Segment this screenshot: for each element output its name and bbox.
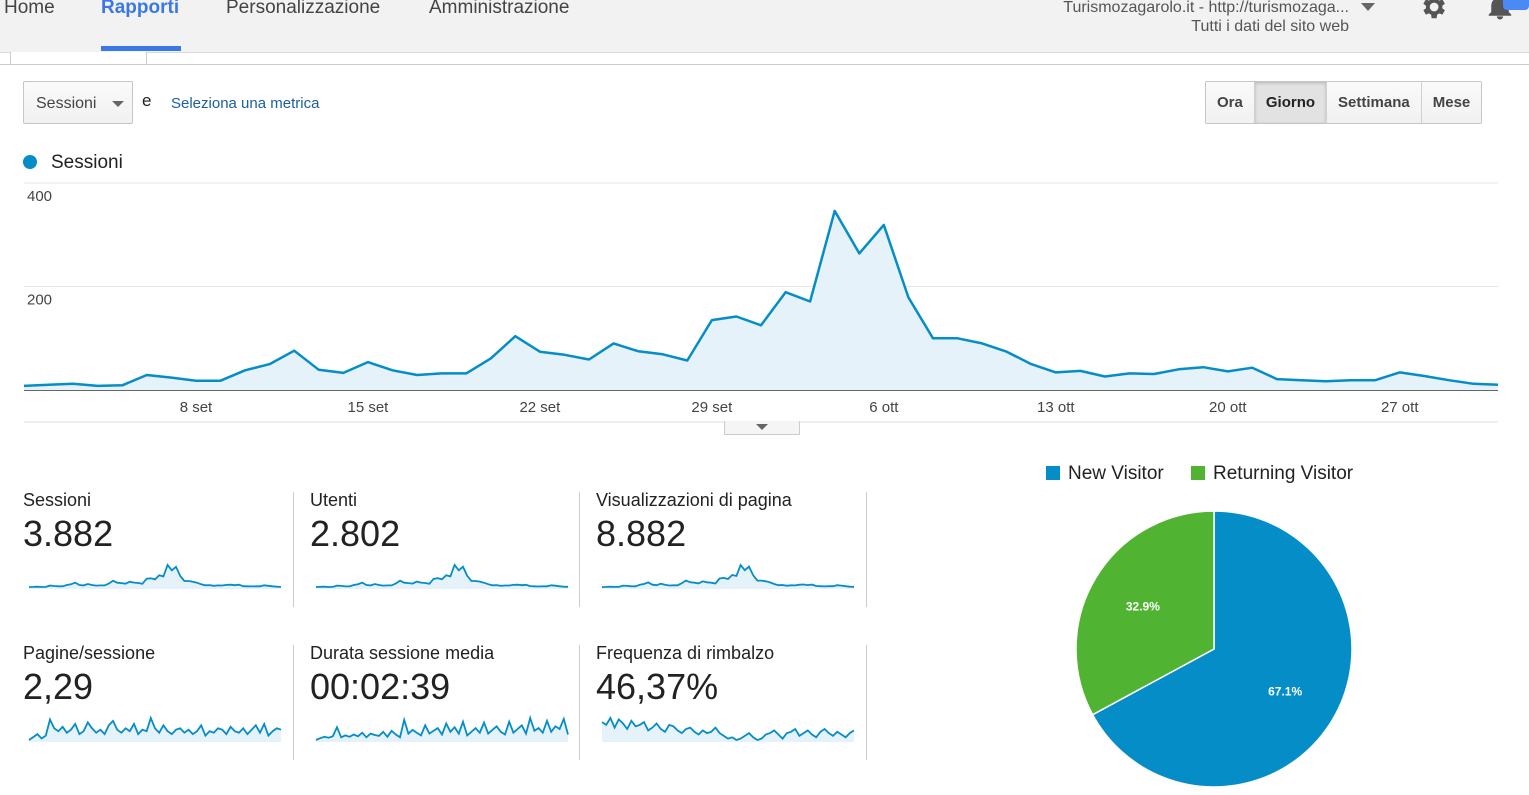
metric-value: 46,37% (596, 666, 719, 707)
metric-separator (579, 645, 580, 760)
metric-select[interactable]: Sessioni (23, 81, 133, 124)
returning-visitor-swatch (1191, 466, 1205, 480)
metric-select-value: Sessioni (36, 95, 97, 112)
nav-personalizzazione[interactable]: Personalizzazione (226, 0, 381, 18)
metric-separator (579, 492, 580, 607)
account-view: Tutti i dati del sito web (1191, 18, 1349, 35)
sparkline-area (29, 718, 281, 742)
metric-label: Frequenza di rimbalzo (596, 643, 775, 663)
nav-home[interactable]: Home (4, 0, 55, 18)
sessions-area (24, 210, 1498, 390)
metric-sparkline (601, 563, 855, 589)
metric-value: 2.802 (310, 513, 401, 554)
granularity-settimana-button[interactable]: Settimana (1326, 82, 1421, 123)
chevron-down-icon[interactable] (1361, 3, 1375, 11)
sparkline-area (316, 718, 568, 742)
metric-label: Visualizzazioni di pagina (596, 490, 792, 510)
nav-active-indicator (101, 46, 181, 51)
x-tick-label: 29 set (691, 399, 733, 416)
select-metric-link[interactable]: Seleziona una metrica (171, 95, 320, 112)
sparkline-line (315, 714, 569, 741)
metric-card[interactable]: Pagine/sessione 2,29 (23, 643, 283, 744)
sessioni-legend-label: Sessioni (51, 152, 123, 173)
sparkline-line (28, 715, 282, 741)
pie-legend-returning-visitor[interactable]: Returning Visitor (1191, 463, 1353, 485)
metric-sparkline (28, 563, 282, 589)
x-tick-label: 27 ott (1381, 399, 1419, 416)
sparkline-line (28, 563, 282, 588)
metric-separator (866, 492, 867, 607)
visitor-type-pie-chart: 67.1% 32.9% (1075, 510, 1353, 788)
metric-value: 2,29 (23, 666, 94, 707)
metric-card[interactable]: Frequenza di rimbalzo 46,37% (596, 643, 856, 744)
report-tab[interactable] (10, 52, 147, 64)
metric-card[interactable]: Sessioni 3.882 (23, 490, 283, 591)
metric-separator (293, 645, 294, 760)
y-tick-label: 200 (27, 292, 52, 309)
metric-sparkline (315, 714, 569, 742)
metric-value: 8.882 (596, 513, 687, 554)
tab-divider (0, 64, 1529, 65)
account-selector[interactable]: Turismozagarolo.it - http://turismozaga.… (1063, 0, 1349, 36)
nav-rapporti[interactable]: Rapporti (101, 0, 180, 18)
sparkline-area (602, 718, 854, 742)
metric-label: Durata sessione media (310, 643, 495, 663)
metric-card[interactable]: Durata sessione media 00:02:39 (310, 643, 570, 744)
sessions-line-chart: 200 400 8 set 15 set 22 set 29 set 6 ott 13 ott… (23, 182, 1499, 423)
collapse-chart-toggle[interactable] (724, 421, 800, 435)
metric-sparkline (601, 716, 855, 742)
x-tick-label: 8 set (180, 399, 213, 416)
pie-slice-label: 32.9% (1126, 600, 1160, 614)
metric-value: 00:02:39 (310, 666, 451, 707)
x-tick-label: 22 set (519, 399, 561, 416)
sparkline-line (601, 563, 855, 588)
nav-amministrazione[interactable]: Amministrazione (429, 0, 570, 18)
conjunction-label: e (142, 91, 152, 110)
sparkline-line (601, 716, 855, 741)
notification-badge (1503, 0, 1529, 10)
granularity-mese-button[interactable]: Mese (1420, 82, 1482, 123)
pie-slice-label: 67.1% (1268, 684, 1302, 698)
metric-sparkline (28, 715, 282, 742)
pie-slice[interactable] (1075, 510, 1215, 716)
account-name: Turismozagarolo.it - http://turismozaga.… (1063, 0, 1349, 16)
metric-separator (866, 645, 867, 760)
y-tick-label: 400 (27, 188, 52, 205)
metric-label: Utenti (310, 490, 358, 510)
sessions-line (23, 209, 1499, 388)
metric-card[interactable]: Visualizzazioni di pagina 8.882 (596, 490, 856, 591)
metric-value: 3.882 (23, 513, 114, 554)
pie-legend-label: Returning Visitor (1213, 463, 1354, 484)
granularity-giorno-button[interactable]: Giorno (1253, 82, 1327, 123)
chevron-down-icon (756, 424, 768, 430)
chevron-down-icon (112, 101, 124, 107)
gear-icon[interactable] (1418, 0, 1448, 22)
x-tick-label: 15 set (347, 399, 389, 416)
x-tick-label: 20 ott (1209, 399, 1247, 416)
granularity-buttons: Ora Giorno Settimana Mese (1205, 81, 1483, 124)
granularity-ora-button[interactable]: Ora (1206, 82, 1254, 123)
x-tick-label: 6 ott (869, 399, 899, 416)
sessioni-legend-swatch (23, 155, 37, 169)
x-tick-label: 13 ott (1037, 399, 1075, 416)
metric-card[interactable]: Utenti 2.802 (310, 490, 570, 591)
pie-legend-label: New Visitor (1068, 463, 1164, 484)
metric-sparkline (315, 563, 569, 589)
top-nav: Home Rapporti Personalizzazione Amminist… (0, 0, 1529, 53)
metric-label: Sessioni (23, 490, 92, 510)
new-visitor-swatch (1046, 466, 1060, 480)
metric-separator (293, 492, 294, 607)
sparkline-line (315, 563, 569, 588)
pie-legend-new-visitor[interactable]: New Visitor (1046, 463, 1164, 485)
pie-slice[interactable] (1091, 510, 1353, 788)
metric-label: Pagine/sessione (23, 643, 156, 663)
